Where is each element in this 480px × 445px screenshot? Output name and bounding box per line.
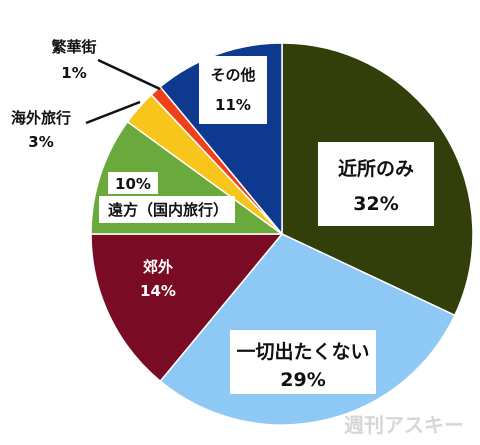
label-box-stay-home — [230, 330, 376, 394]
leader-line-downtown — [97, 58, 161, 91]
slice-percent-suburbs: 14% — [140, 282, 176, 300]
slice-percent-neighborhood-only: 32% — [353, 193, 398, 215]
label-box-distant-domestic — [99, 196, 235, 223]
slice-label-distant-domestic: 遠方（国内旅行） — [108, 201, 228, 219]
label-box-other — [199, 56, 267, 124]
slice-percent-overseas: 3% — [28, 133, 53, 151]
slice-label-suburbs: 郊外 — [143, 258, 173, 276]
slice-percent-distant-domestic: 10% — [115, 175, 151, 193]
slice-label-stay-home: 一切出たくない — [236, 340, 369, 363]
slice-percent-stay-home: 29% — [280, 369, 325, 391]
slice-label-other: その他 — [210, 66, 255, 84]
watermark-logo: 週刊アスキー — [344, 413, 464, 437]
slice-percent-other: 11% — [215, 96, 251, 114]
slice-label-overseas: 海外旅行 — [11, 109, 71, 127]
label-box-neighborhood-only — [318, 142, 434, 226]
slice-label-neighborhood-only: 近所のみ — [338, 158, 414, 180]
slice-label-downtown: 繁華街 — [50, 38, 96, 56]
slice-percent-downtown: 1% — [61, 64, 86, 82]
pie-slice-suburbs — [90, 233, 284, 383]
leader-line-overseas — [85, 100, 141, 125]
label-box-distant-domestic-percent — [108, 172, 158, 194]
